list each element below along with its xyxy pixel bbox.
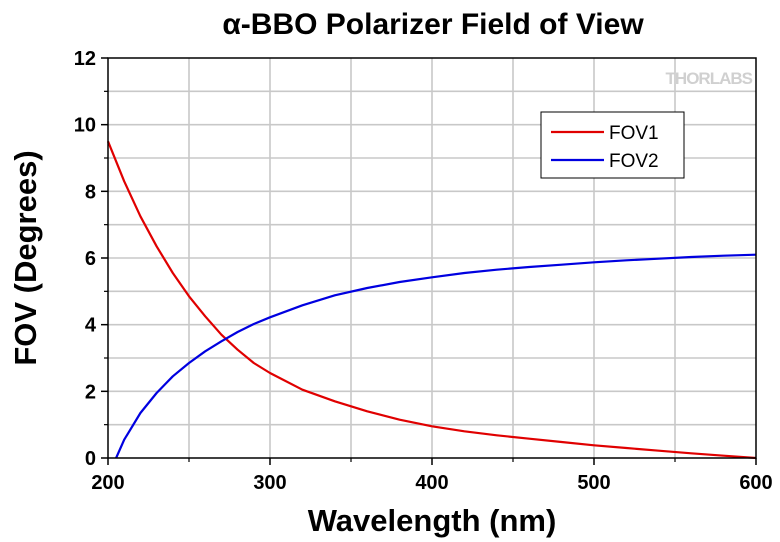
series-group	[106, 140, 757, 460]
legend-label-fov2: FOV2	[609, 151, 659, 172]
x-axis-title: Wavelength (nm)	[308, 503, 557, 538]
series-line-fov2	[115, 253, 757, 459]
x-tick-label: 400	[415, 472, 448, 494]
y-tick-label: 12	[74, 48, 96, 70]
legend-label-fov1: FOV1	[609, 123, 659, 144]
legend: FOV1 FOV2	[540, 111, 685, 179]
y-axis-title: FOV (Degrees)	[8, 150, 43, 365]
thorlabs-watermark: THORLABS	[666, 69, 753, 88]
x-tick-label: 300	[253, 472, 286, 494]
x-tick-label: 600	[739, 472, 772, 494]
series-line-fov1	[106, 140, 757, 460]
x-tick-label: 200	[91, 472, 124, 494]
chart-title: α-BBO Polarizer Field of View	[222, 8, 644, 41]
y-tick-label: 10	[74, 115, 96, 137]
x-tick-label: 500	[577, 472, 610, 494]
y-tick-label: 0	[85, 448, 96, 470]
y-tick-label: 6	[85, 248, 96, 270]
y-tick-label: 2	[85, 381, 96, 403]
y-tick-label: 4	[85, 315, 97, 337]
legend-box	[540, 111, 685, 179]
y-tick-label: 8	[85, 181, 96, 203]
ticks: 200 300 400 500 600 0 2 4 6 8 10 12	[74, 48, 773, 494]
